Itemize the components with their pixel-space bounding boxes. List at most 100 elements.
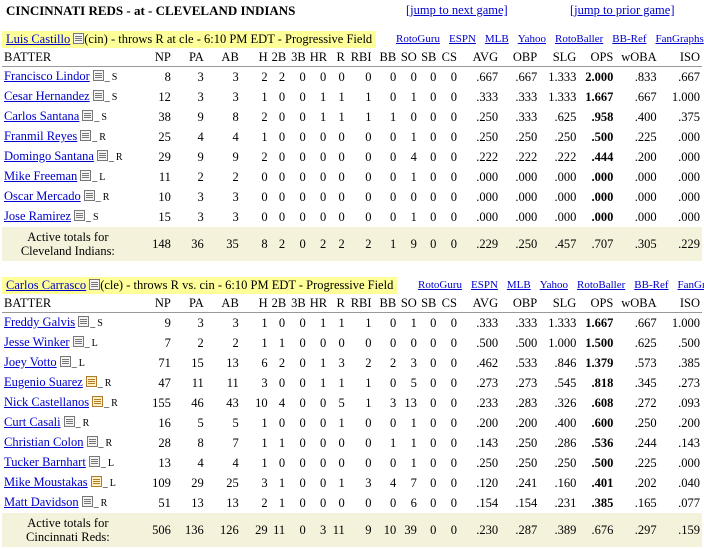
player-note-icon[interactable] [92, 70, 104, 81]
batter-name-link[interactable]: Domingo Santana [4, 149, 94, 163]
link-rotoguru[interactable]: RotoGuru [396, 33, 440, 45]
player-news-icon[interactable] [85, 376, 97, 387]
link-fangraphs[interactable]: FanGraphs [655, 33, 704, 45]
player-news-icon[interactable] [90, 476, 102, 487]
column-header-woba[interactable]: wOBA [615, 48, 659, 67]
batter-name-link[interactable]: Franmil Reyes [4, 129, 78, 143]
column-header-slg[interactable]: SLG [539, 48, 579, 67]
batter-name-link[interactable]: Carlos Santana [4, 109, 80, 123]
column-header-woba[interactable]: wOBA [615, 294, 659, 313]
player-note-icon[interactable] [83, 190, 95, 201]
player-note-icon[interactable] [59, 356, 71, 367]
batter-name-link[interactable]: Tucker Barnhart [4, 455, 86, 469]
column-header-3b[interactable]: 3B [287, 294, 308, 313]
link-yahoo[interactable]: Yahoo [539, 279, 568, 291]
column-header-obp[interactable]: OBP [500, 48, 540, 67]
link-yahoo[interactable]: Yahoo [517, 33, 546, 45]
column-header-iso[interactable]: ISO [658, 294, 702, 313]
batter-name-link[interactable]: Jose Ramirez [4, 209, 71, 223]
column-header-so[interactable]: SO [398, 294, 419, 313]
link-bb-ref[interactable]: BB-Ref [612, 33, 647, 45]
column-header-r[interactable]: R [328, 294, 347, 313]
link-bb-ref[interactable]: BB-Ref [634, 279, 669, 291]
player-note-icon[interactable] [80, 170, 92, 181]
column-header-bb[interactable]: BB [373, 48, 399, 67]
column-header-ab[interactable]: AB [205, 48, 241, 67]
column-header-pa[interactable]: PA [172, 294, 206, 313]
pitcher-external-links: RotoGuru ESPN MLB Yahoo RotoBaller BB-Ref FanG… [396, 31, 704, 48]
link-fangraphs[interactable]: FanGraphs [677, 279, 704, 291]
column-header-hr[interactable]: HR [307, 48, 329, 67]
column-header-rbi[interactable]: RBI [346, 48, 374, 67]
column-header-batter[interactable]: BATTER [2, 48, 134, 67]
column-header-2b[interactable]: 2B [269, 48, 288, 67]
batter-name-link[interactable]: Eugenio Suarez [4, 375, 83, 389]
jump-prior-game-link[interactable]: [jump to prior game] [570, 3, 675, 17]
player-note-icon[interactable] [88, 456, 100, 467]
column-header-bb[interactable]: BB [373, 294, 399, 313]
column-header-sb[interactable]: SB [418, 48, 439, 67]
column-header-cs[interactable]: CS [438, 294, 459, 313]
column-header-ops[interactable]: OPS [578, 294, 616, 313]
link-mlb[interactable]: MLB [484, 33, 509, 45]
column-header-so[interactable]: SO [398, 48, 419, 67]
column-header-avg[interactable]: AVG [458, 48, 501, 67]
batter-name-link[interactable]: Matt Davidson [4, 495, 79, 509]
column-header-obp[interactable]: OBP [500, 294, 540, 313]
pitcher-name-link[interactable]: Luis Castillo [6, 32, 71, 46]
player-note-icon[interactable] [74, 210, 85, 221]
player-note-icon[interactable] [78, 316, 90, 327]
batter-name-link[interactable]: Joey Votto [4, 355, 57, 369]
link-espn[interactable]: ESPN [449, 33, 476, 45]
link-rotoguru[interactable]: RotoGuru [418, 279, 462, 291]
column-header-rbi[interactable]: RBI [346, 294, 374, 313]
batter-name-link[interactable]: Freddy Galvis [4, 315, 76, 329]
player-news-icon[interactable] [92, 396, 104, 407]
player-note-icon[interactable] [82, 110, 94, 121]
column-header-r[interactable]: R [328, 48, 347, 67]
column-header-batter[interactable]: BATTER [2, 294, 134, 313]
batter-name-link[interactable]: Jesse Winker [4, 335, 70, 349]
batter-name-link[interactable]: Curt Casali [4, 415, 61, 429]
player-note-icon[interactable] [89, 279, 101, 290]
column-header-slg[interactable]: SLG [539, 294, 579, 313]
batter-name-link[interactable]: Christian Colon [4, 435, 84, 449]
player-note-icon[interactable] [96, 150, 108, 161]
link-rotoballer[interactable]: RotoBaller [576, 279, 626, 291]
link-rotoballer[interactable]: RotoBaller [554, 33, 604, 45]
column-header-ab[interactable]: AB [205, 294, 241, 313]
player-note-icon[interactable] [63, 416, 75, 427]
jump-next-game-link[interactable]: [jump to next game] [406, 3, 508, 17]
link-mlb[interactable]: MLB [506, 279, 531, 291]
player-note-icon[interactable] [80, 130, 92, 141]
column-header-np[interactable]: NP [133, 294, 173, 313]
column-header-cs[interactable]: CS [438, 48, 459, 67]
column-header-avg[interactable]: AVG [458, 294, 501, 313]
column-header-np[interactable]: NP [133, 48, 173, 67]
player-note-icon[interactable] [81, 496, 93, 507]
column-header-2b[interactable]: 2B [269, 294, 288, 313]
column-header-sb[interactable]: SB [418, 294, 439, 313]
column-header-hr[interactable]: HR [307, 294, 329, 313]
stat-ops: .401 [591, 475, 614, 490]
column-header-pa[interactable]: PA [172, 48, 206, 67]
batter-name-link[interactable]: Mike Freeman [4, 169, 78, 183]
column-header-3b[interactable]: 3B [287, 48, 308, 67]
batter-name-link[interactable]: Mike Moustakas [4, 475, 88, 489]
column-header-iso[interactable]: ISO [658, 48, 702, 67]
batter-name-link[interactable]: Nick Castellanos [4, 395, 90, 409]
stat-r: 0 [338, 189, 345, 204]
batter-name-link[interactable]: Oscar Mercado [4, 189, 81, 203]
player-note-icon[interactable] [92, 90, 104, 101]
player-note-icon[interactable] [72, 336, 84, 347]
link-espn[interactable]: ESPN [471, 279, 498, 291]
column-header-row: BATTER NP PA AB H 2B 3B HR R RBI BB SO SB CS AVG OBP SLG… [2, 294, 702, 313]
batter-name-link[interactable]: Cesar Hernandez [4, 89, 90, 103]
column-header-h[interactable]: H [240, 294, 270, 313]
column-header-h[interactable]: H [240, 48, 270, 67]
player-note-icon[interactable] [86, 436, 98, 447]
pitcher-name-link[interactable]: Carlos Carrasco [6, 278, 87, 292]
player-note-icon[interactable] [73, 33, 85, 44]
batter-name-link[interactable]: Francisco Lindor [4, 69, 90, 83]
column-header-ops[interactable]: OPS [578, 48, 616, 67]
